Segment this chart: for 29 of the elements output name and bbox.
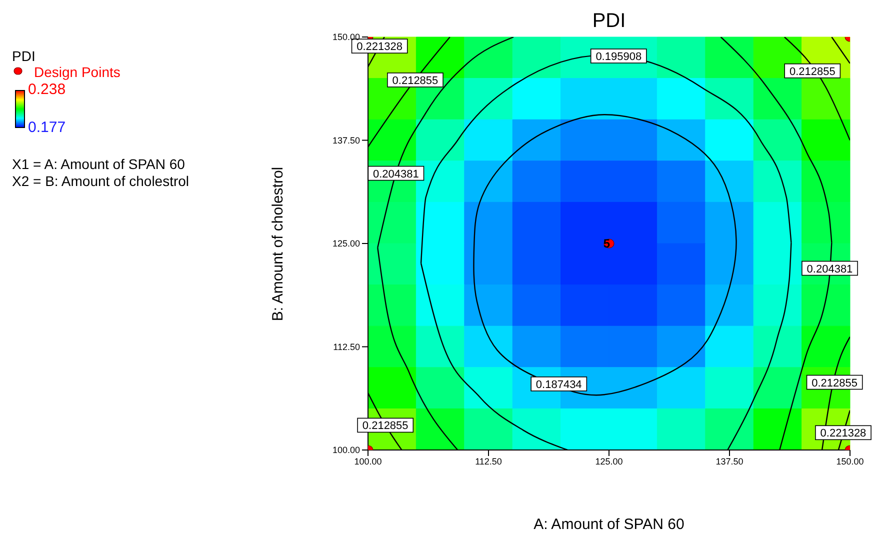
x-tick-label: 150.00: [836, 456, 864, 466]
x-tick-label: 125.00: [595, 456, 623, 466]
color-bar-label: 0.238: [28, 81, 66, 98]
text: X1 = A: Amount of SPAN 60: [12, 156, 186, 173]
text: X2 = B: Amount of cholestrol: [12, 173, 190, 190]
annotation: 0.212855: [812, 377, 858, 390]
legend-title: PDI: [12, 48, 36, 64]
x-tick-label: 112.50: [475, 456, 502, 466]
legend-label: Design Points: [34, 64, 120, 80]
y-axis-title: B: Amount of cholestrol: [270, 166, 286, 321]
y-tick-label: 125.00: [332, 238, 360, 249]
annotation: 0.187434: [536, 378, 582, 391]
annotation: 0.204381: [373, 168, 419, 180]
color-bar-label: 0.177: [28, 119, 66, 136]
y-tick-label: 100.00: [332, 445, 360, 456]
x-tick-label: 137.50: [716, 456, 744, 466]
annotation: 0.221328: [356, 41, 403, 54]
y-tick-label: 112.50: [333, 342, 360, 352]
annotation: 0.221328: [820, 428, 866, 440]
y-tick-label: 150.00: [332, 32, 360, 42]
annotation: 0.195908: [596, 51, 642, 63]
annotation: 0.204381: [806, 263, 853, 276]
x-tick-label: 100.00: [354, 456, 382, 466]
annotation: 0.212855: [392, 74, 438, 87]
annotation: 0.212855: [789, 66, 836, 78]
annotation: 0.212855: [362, 420, 408, 432]
chart-title: PDI: [591, 10, 627, 33]
y-tick-label: 137.50: [332, 135, 360, 146]
x-axis-title: A: Amount of SPAN 60: [532, 516, 686, 533]
